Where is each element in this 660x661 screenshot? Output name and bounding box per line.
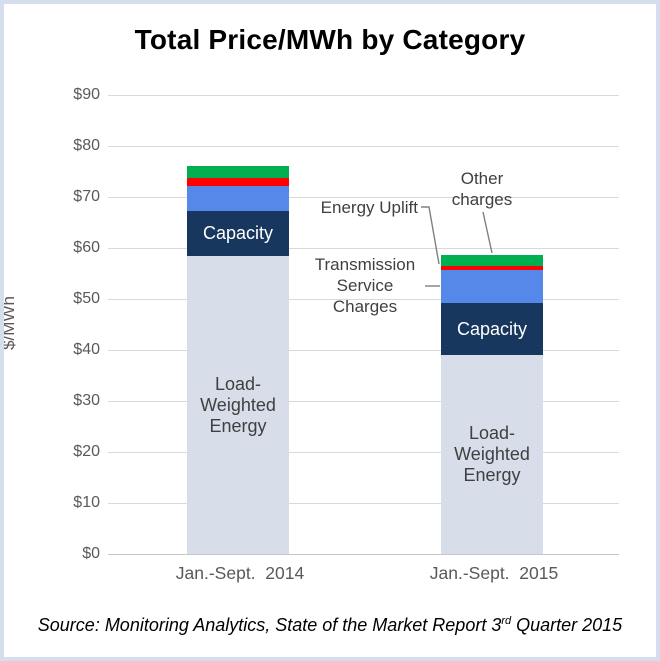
bar-label-capacity: Capacity [202,222,274,243]
y-tick-label: $60 [73,239,100,256]
bar-label-load-weighted-energy: Load- Weighted Energy [200,373,276,436]
gridline [108,553,619,555]
bar-segment-load-weighted-energy [187,256,289,554]
y-axis-title: $/MWh [0,296,18,350]
gridline [108,400,619,402]
source-text-suffix: Quarter 2015 [511,615,623,635]
bar-segment-transmission-service-charges [441,269,543,304]
gridline [108,196,619,198]
gridline [108,94,619,96]
bar-label-capacity: Capacity [456,318,528,339]
annotation-other-charges: Other charges [451,169,513,209]
bar-segment-load-weighted-energy [441,355,543,554]
y-tick-label: $70 [73,188,100,205]
bar-segment-other-charges [441,255,543,266]
y-tick-label: $0 [82,545,100,562]
source-citation: Source: Monitoring Analytics, State of t… [0,615,660,636]
y-tick-label: $30 [73,392,100,409]
y-tick-label: $90 [73,86,100,103]
x-axis-label: Jan.-Sept. 2015 [429,563,559,583]
annotation-energy-uplift: Energy Uplift [320,198,418,217]
y-tick-label: $50 [73,290,100,307]
chart-title: Total Price/MWh by Category [134,24,526,55]
gridline [108,247,619,249]
bar-segment-energy-uplift [441,265,543,270]
gridline [108,502,619,504]
y-tick-label: $40 [73,341,100,358]
x-axis-label: Jan.-Sept. 2014 [175,563,305,583]
bar-segment-other-charges [187,165,289,179]
gridline [108,298,619,300]
y-tick-label: $20 [73,443,100,460]
source-superscript: rd [501,615,512,627]
gridline [108,349,619,351]
bar-label-load-weighted-energy: Load- Weighted Energy [454,423,530,486]
gridline [108,145,619,147]
bar-segment-transmission-service-charges [187,185,289,211]
annotation-transmission-service-charges: Transmission Service Charges [314,255,416,316]
bar-segment-capacity [187,210,289,257]
y-tick-label: $10 [73,494,100,511]
gridline [108,451,619,453]
bar-segment-energy-uplift [187,178,289,186]
bar-segment-capacity [441,303,543,356]
source-text: Source: Monitoring Analytics, State of t… [37,615,502,635]
y-tick-label: $80 [73,137,100,154]
